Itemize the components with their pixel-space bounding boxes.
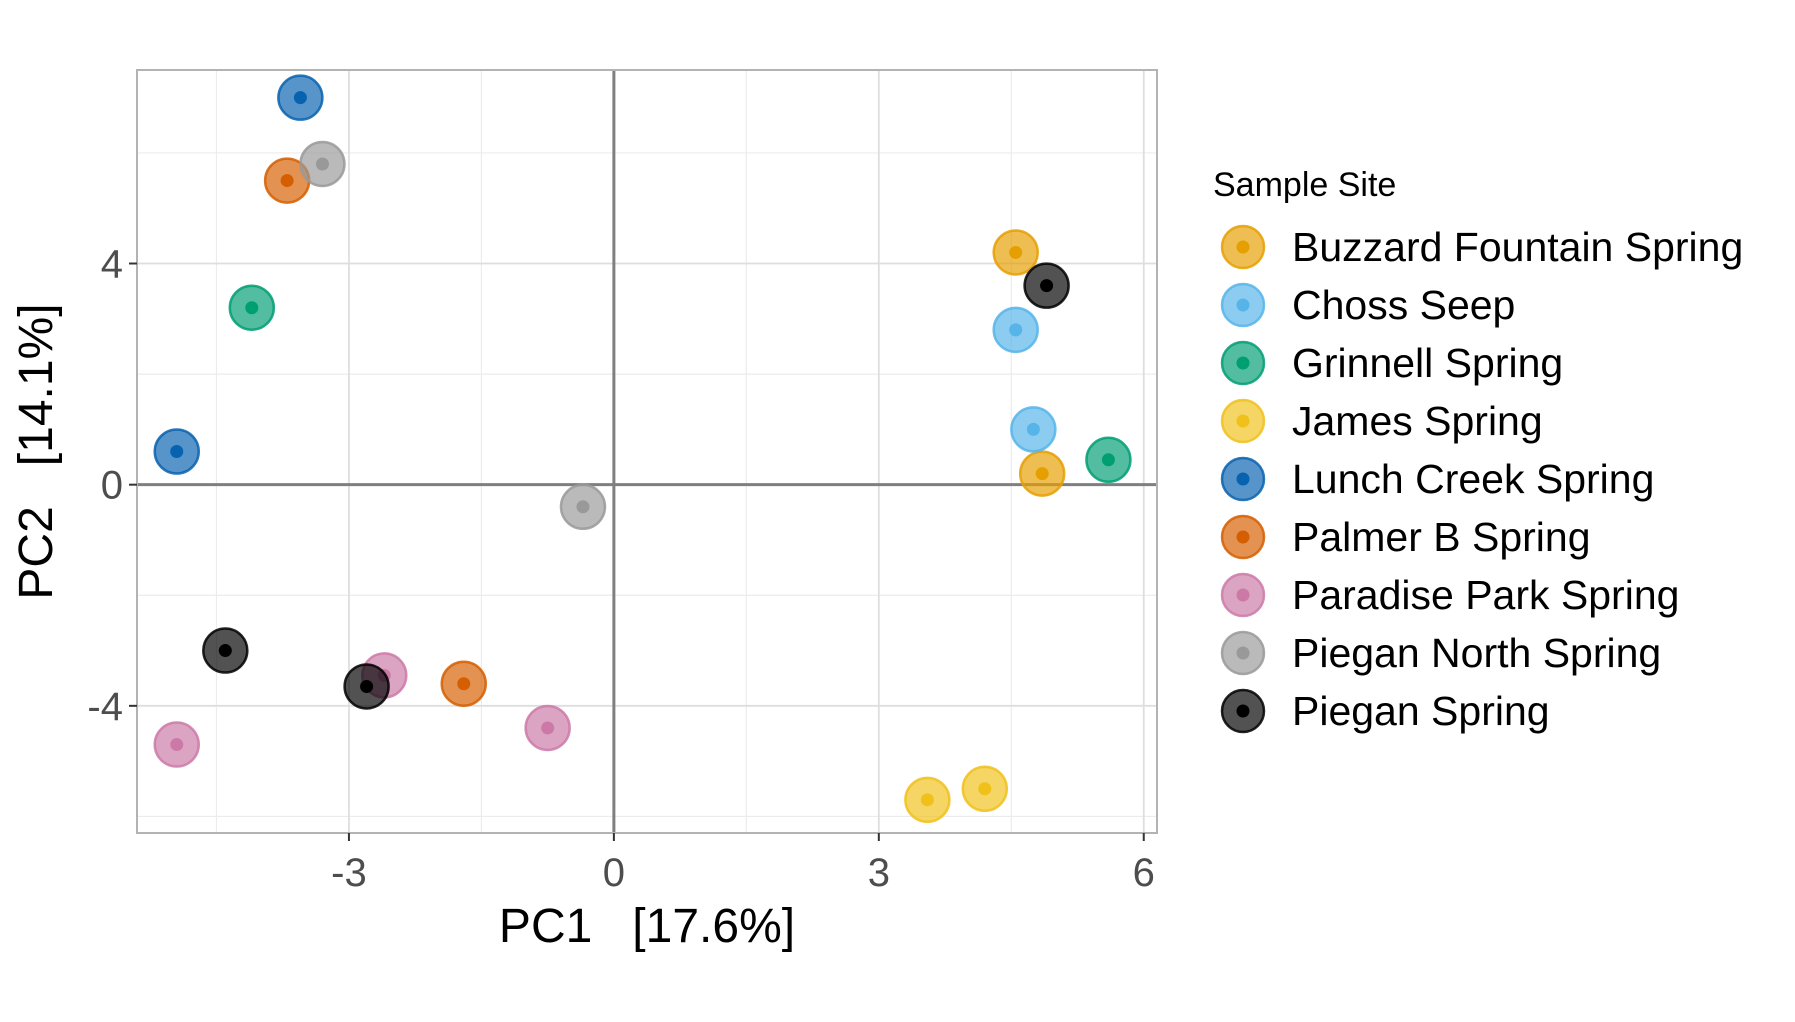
legend-key-core: [1236, 356, 1250, 370]
legend-label: Piegan Spring: [1292, 688, 1550, 734]
point-core: [315, 157, 329, 171]
legend-label: Lunch Creek Spring: [1292, 456, 1654, 502]
point-core: [541, 721, 555, 735]
legend-item: James Spring: [1220, 398, 1543, 444]
x-tick-label: 0: [603, 851, 625, 895]
zero-lines: [137, 70, 1157, 833]
legend-key-core: [1236, 240, 1250, 254]
legend-item: Grinnell Spring: [1220, 340, 1563, 386]
legend-label: Piegan North Spring: [1292, 630, 1661, 676]
legend-item: Choss Seep: [1220, 282, 1515, 328]
point-core: [1101, 453, 1115, 467]
legend-label: Grinnell Spring: [1292, 340, 1563, 386]
data-point: [228, 284, 276, 331]
data-point: [904, 776, 951, 824]
legend-label: James Spring: [1292, 398, 1543, 444]
data-point: [992, 306, 1039, 354]
point-core: [1040, 279, 1054, 293]
point-core: [170, 738, 184, 752]
point-core: [1009, 323, 1023, 337]
point-core: [457, 677, 471, 691]
y-tick-label: 4: [101, 243, 123, 287]
point-core: [1035, 467, 1049, 481]
legend-label: Paradise Park Spring: [1292, 572, 1679, 618]
legend-item: Paradise Park Spring: [1220, 572, 1679, 618]
legend: Sample Site Buzzard Fountain Spring Choss…: [1213, 166, 1743, 734]
data-point: [1023, 262, 1070, 309]
point-core: [1026, 422, 1040, 436]
legend-label: Buzzard Fountain Spring: [1292, 224, 1743, 270]
y-axis-label: PC2 [14.1%]: [10, 303, 63, 599]
point-core: [293, 91, 307, 105]
legend-item: Palmer B Spring: [1220, 514, 1591, 560]
legend-key-core: [1236, 646, 1250, 660]
point-core: [170, 445, 184, 458]
point-core: [576, 500, 590, 514]
data-point: [1085, 436, 1132, 484]
data-point: [1018, 450, 1066, 497]
data-point: [153, 428, 200, 475]
data-point: [992, 229, 1039, 276]
legend-key-core: [1236, 472, 1250, 486]
y-tick-label: 0: [101, 464, 123, 508]
data-point: [1010, 406, 1057, 453]
data-point: [299, 140, 346, 188]
data-point: [343, 663, 390, 710]
legend-title: Sample Site: [1213, 166, 1396, 204]
x-tick-label: 3: [868, 851, 890, 895]
x-tick-label: -3: [331, 851, 367, 895]
x-axis-label: PC1 [17.6%]: [499, 900, 795, 953]
legend-key-core: [1236, 704, 1250, 718]
data-point: [202, 627, 249, 674]
legend-key-core: [1236, 530, 1250, 544]
legend-label: Palmer B Spring: [1292, 514, 1591, 560]
legend-key-core: [1236, 414, 1250, 428]
legend-item: Lunch Creek Spring: [1220, 456, 1654, 502]
data-point: [961, 765, 1009, 813]
legend-key-core: [1236, 588, 1250, 602]
data-point: [559, 483, 607, 531]
plot-panel-border: [136, 69, 1158, 834]
point-core: [218, 644, 232, 658]
point-core: [1009, 245, 1023, 259]
point-core: [360, 679, 374, 693]
data-point: [153, 721, 200, 768]
y-tick-label: -4: [87, 685, 123, 729]
legend-key-core: [1236, 298, 1250, 312]
legend-item: Piegan Spring: [1220, 688, 1550, 734]
point-core: [978, 782, 992, 796]
point-core: [245, 301, 259, 315]
point-core: [920, 793, 934, 807]
data-point: [440, 660, 488, 707]
legend-item: Piegan North Spring: [1220, 630, 1661, 676]
axis-layer: -3 0 3 6 -4 0 4: [87, 243, 1154, 895]
legend-label: Choss Seep: [1292, 282, 1515, 328]
points-layer: [153, 74, 1132, 824]
point-core: [280, 174, 294, 188]
data-point: [277, 74, 324, 121]
data-point: [524, 704, 571, 752]
x-tick-label: 6: [1133, 851, 1155, 895]
legend-item: Buzzard Fountain Spring: [1220, 224, 1743, 270]
